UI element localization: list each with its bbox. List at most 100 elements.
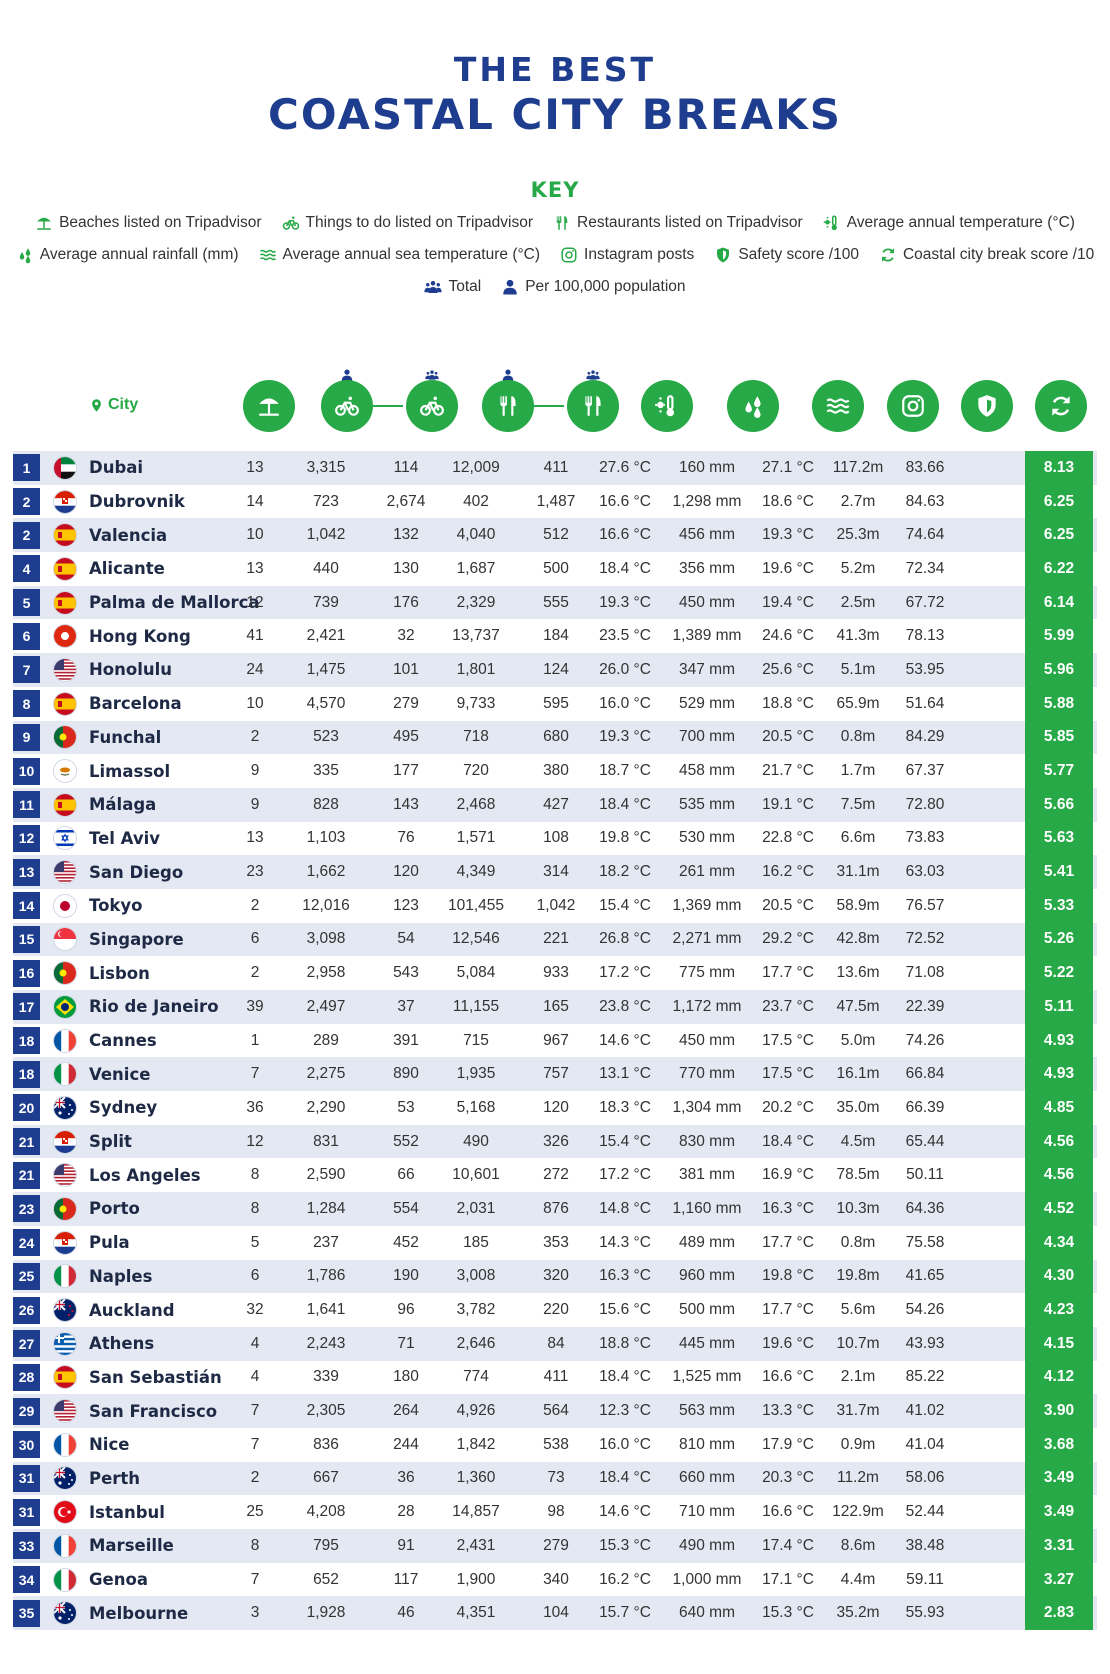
things-to-do-total-cell: 264 [393,1402,419,1420]
rainfall-cell: 2,271 mm [672,930,742,948]
restaurants-total-cell: 326 [543,1132,569,1150]
cutlery-icon [553,214,571,232]
restaurants-per-100k-cell: 1,801 [456,660,496,678]
restaurants-per-100k-cell: 718 [463,728,489,746]
column-connector [534,405,564,407]
hongkong-flag-icon [54,625,76,648]
instagram-cell: 10.7m [836,1334,880,1352]
restaurants-per-100k-cell: 4,351 [456,1604,496,1622]
things-to-do-per-100k-cell: 1,042 [306,526,346,544]
rank-badge: 16 [13,959,40,987]
restaurants-per-100k-cell: 715 [463,1031,489,1049]
score-header-icon [1035,380,1087,432]
city-name: Auckland [89,1300,175,1320]
break-score-cell: 4.23 [1025,1293,1093,1327]
key-row-3: Total Per 100,000 population [0,278,1110,296]
safety-score-cell: 67.37 [905,762,945,780]
uae-flag-icon [54,456,76,479]
rankings-table: 1 Dubai 13 3,315 114 12,009 411 27.6 °C 160 mm 27… [13,451,1097,1631]
safety-score-cell: 65.44 [905,1132,945,1150]
things-to-do-per-100k-cell: 2,290 [306,1098,346,1116]
break-score-cell: 3.27 [1025,1562,1093,1597]
rainfall-cell: 535 mm [679,795,735,813]
table-row: 6 Hong Kong 41 2,421 32 13,737 184 23.5 °C 1,389… [13,619,1097,654]
rainfall-cell: 700 mm [679,728,735,746]
restaurants-per-100k-cell: 101,455 [447,896,505,914]
city-name: Palma de Mallorca [89,593,260,613]
beaches-cell: 9 [250,762,260,780]
rank-badge: 21 [13,1161,40,1189]
things-to-do-per-100k-cell: 828 [313,795,339,813]
restaurants-per-100k-cell: 13,737 [452,627,500,645]
safety-score-cell: 41.02 [905,1402,945,1420]
rainfall-cell: 381 mm [679,1166,735,1184]
things-to-do-per-100k-cell: 1,475 [306,660,346,678]
croatia-flag-icon [54,490,76,513]
sea-temperature-cell: 25.6 °C [762,660,814,678]
temperature-cell: 19.8 °C [599,829,651,847]
safety-score-cell: 53.95 [905,660,945,678]
city-name: San Francisco [89,1401,218,1421]
column-connector [373,405,403,407]
rank-badge: 28 [13,1363,40,1391]
things-to-do-total-cell: 180 [393,1368,419,1386]
beaches-cell: 6 [250,1267,260,1285]
rank-badge: 15 [13,925,40,953]
rainfall-cell: 530 mm [679,829,735,847]
things-to-do-total-cell: 32 [397,627,415,645]
instagram-cell: 42.8m [836,930,880,948]
temperature-cell: 15.7 °C [599,1604,651,1622]
key-item-sea-temperature: Average annual sea temperature (°C) [259,246,540,264]
city-name: San Sebastián [89,1367,222,1387]
table-row: 15 Singapore 6 3,098 54 12,546 221 26.8 °C 2,271… [13,922,1097,957]
rainfall-cell: 500 mm [679,1301,735,1319]
safety-score-cell: 43.93 [905,1334,945,1352]
temperature-cell: 17.2 °C [599,964,651,982]
australia-flag-icon [54,1467,76,1490]
rank-badge: 31 [13,1498,40,1526]
beaches-cell: 41 [246,627,264,645]
table-row: 25 Naples 6 1,786 190 3,008 320 16.3 °C 960 mm 19… [13,1259,1097,1294]
beaches-cell: 39 [246,997,264,1015]
temperature-cell: 19.3 °C [599,728,651,746]
sea-temperature-cell: 15.3 °C [762,1604,814,1622]
things-to-do-per-100k-cell: 1,928 [306,1604,346,1622]
instagram-cell: 10.3m [836,1199,880,1217]
restaurants-per-100k-cell: 3,008 [456,1267,496,1285]
things-to-do-per-100k-cell: 12,016 [302,896,350,914]
break-score-cell: 3.68 [1025,1427,1093,1462]
instagram-cell: 58.9m [836,896,880,914]
table-row: 12 Tel Aviv 13 1,103 76 1,571 108 19.8 °C 530 mm… [13,821,1097,856]
city-name: Valencia [89,525,168,545]
restaurants-per-100k-cell: 490 [463,1132,489,1150]
sea-temperature-cell: 19.8 °C [762,1267,814,1285]
restaurants-per-100k-cell: 1,360 [456,1469,496,1487]
city-name: Marseille [89,1536,174,1556]
beaches-cell: 8 [250,1536,260,1554]
things-to-do-total-cell: 452 [393,1233,419,1251]
temperature-cell: 16.6 °C [599,526,651,544]
instagram-cell: 8.6m [840,1536,876,1554]
rainfall-cell: 450 mm [679,1031,735,1049]
key-label: Average annual rainfall (mm) [39,246,239,263]
rank-badge: 12 [13,824,40,852]
restaurants-total-cell: 279 [543,1536,569,1554]
city-name: Rio de Janeiro [89,997,219,1017]
safety-score-cell: 76.57 [905,896,945,914]
beaches-cell: 14 [246,492,264,510]
safety-score-cell: 72.80 [905,795,945,813]
temperature-cell: 18.4 °C [599,1469,651,1487]
table-row: 9 Funchal 2 523 495 718 680 19.3 °C 700 mm 20.5 °… [13,720,1097,755]
sea-temperature-cell: 17.4 °C [762,1536,814,1554]
instagram-cell: 19.8m [836,1267,880,1285]
things-to-do-per-100k-cell: 335 [313,762,339,780]
things-to-do-per-100k-cell: 3,098 [306,930,346,948]
italy-flag-icon [54,1265,76,1288]
person-icon [501,368,515,382]
city-name: Venice [89,1064,151,1084]
beaches-cell: 7 [250,1435,260,1453]
israel-flag-icon [54,827,76,850]
beaches-cell: 8 [250,1199,260,1217]
safety-score-cell: 83.66 [905,458,945,476]
restaurants-total-cell: 108 [543,829,569,847]
